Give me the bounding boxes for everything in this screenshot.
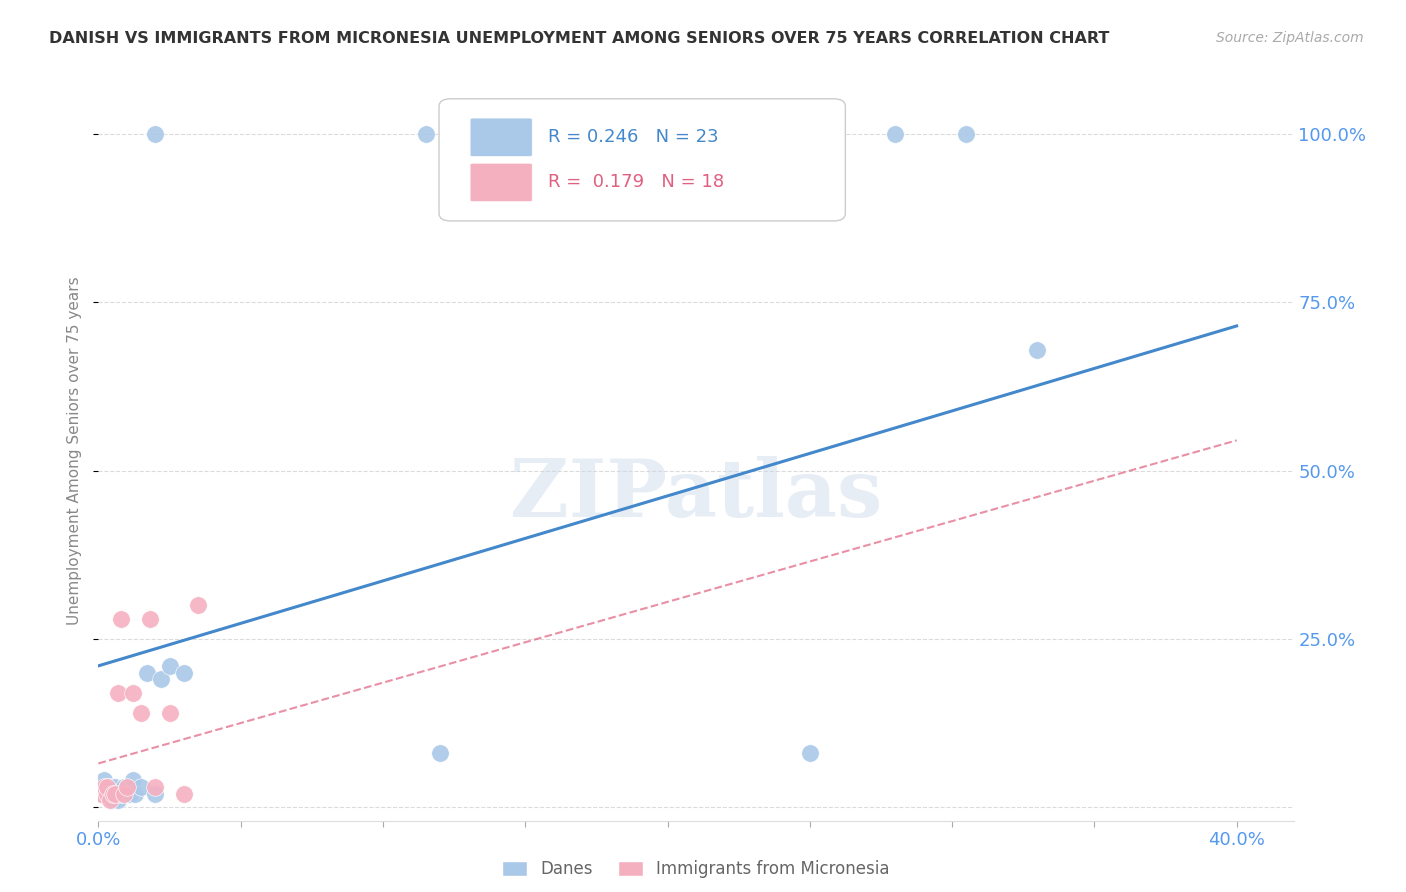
Point (173, 665, 195, 680)
Point (124, 787, 146, 801)
Point (129, 706, 152, 720)
Point (121, 686, 143, 700)
Point (93, 780, 115, 794)
Point (90, 787, 112, 801)
Point (159, 706, 181, 720)
Point (104, 787, 127, 801)
Text: ZIPatlas: ZIPatlas (510, 456, 882, 534)
Point (799, 747, 821, 761)
Point (107, 793, 129, 807)
Point (96, 780, 118, 794)
Text: R =  0.179   N = 18: R = 0.179 N = 18 (548, 173, 724, 192)
Point (1026, 343, 1049, 357)
Point (159, 658, 181, 673)
Point (96, 787, 118, 801)
Point (101, 787, 124, 801)
Point (118, 787, 141, 801)
Point (813, 127, 835, 141)
Point (121, 773, 143, 788)
Legend: Danes, Immigrants from Micronesia: Danes, Immigrants from Micronesia (494, 852, 898, 887)
Point (112, 780, 135, 794)
Point (415, 127, 437, 141)
Point (135, 665, 157, 680)
FancyBboxPatch shape (439, 99, 845, 221)
Point (713, 127, 735, 141)
Point (98, 780, 121, 794)
Point (101, 787, 124, 801)
Point (115, 780, 138, 794)
Point (187, 599, 209, 613)
Point (107, 686, 129, 700)
Point (93, 787, 115, 801)
Text: R = 0.246   N = 23: R = 0.246 N = 23 (548, 128, 718, 146)
Point (143, 127, 166, 141)
Point (115, 780, 138, 794)
Point (884, 127, 907, 141)
Point (613, 127, 636, 141)
Point (143, 780, 166, 794)
Point (129, 780, 152, 794)
Point (429, 747, 451, 761)
Point (93, 773, 115, 788)
Point (143, 787, 166, 801)
FancyBboxPatch shape (470, 118, 533, 156)
Point (110, 612, 132, 626)
Point (138, 612, 160, 626)
FancyBboxPatch shape (470, 163, 533, 202)
Text: DANISH VS IMMIGRANTS FROM MICRONESIA UNEMPLOYMENT AMONG SENIORS OVER 75 YEARS CO: DANISH VS IMMIGRANTS FROM MICRONESIA UNE… (49, 31, 1109, 46)
Point (150, 673, 173, 687)
Point (101, 793, 124, 807)
Point (96, 787, 118, 801)
Point (96, 780, 118, 794)
Point (110, 787, 132, 801)
Point (98, 793, 121, 807)
Y-axis label: Unemployment Among Seniors over 75 years: Unemployment Among Seniors over 75 years (67, 277, 83, 624)
Point (112, 787, 135, 801)
Point (90, 780, 112, 794)
Point (104, 780, 127, 794)
Point (955, 127, 977, 141)
Point (173, 787, 195, 801)
Text: Source: ZipAtlas.com: Source: ZipAtlas.com (1216, 31, 1364, 45)
